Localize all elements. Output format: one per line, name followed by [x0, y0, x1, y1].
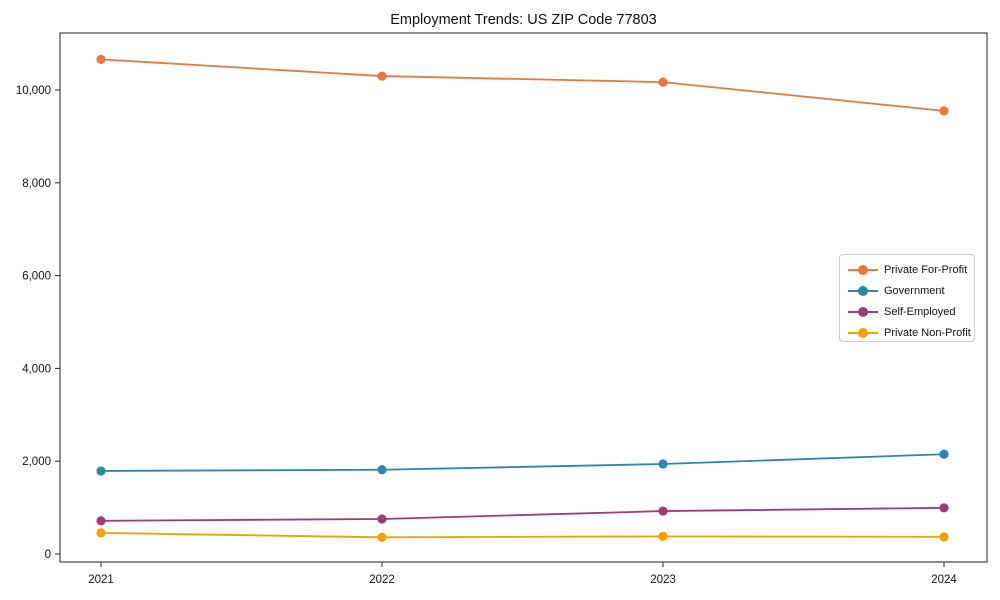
y-tick-label: 4,000	[22, 363, 51, 375]
legend-label: Self-Employed	[884, 305, 956, 318]
series-line	[100, 506, 945, 522]
data-point	[658, 459, 668, 469]
legend: Private For-Profit Government Self-Employe…	[839, 254, 975, 342]
legend-line-marker-icon	[848, 306, 878, 317]
x-tick-label: 2022	[369, 574, 395, 586]
data-point	[939, 532, 949, 542]
y-tick-label: 2,000	[22, 456, 51, 468]
y-tick-label: 8,000	[22, 178, 51, 190]
data-point	[96, 528, 106, 538]
legend-line-marker-icon	[848, 264, 878, 275]
x-tick-label: 2024	[931, 574, 957, 586]
series-line	[100, 531, 945, 539]
data-point	[658, 506, 668, 516]
data-point	[96, 54, 106, 64]
data-point	[939, 106, 949, 116]
data-point	[658, 77, 668, 87]
y-tick-label: 0	[45, 549, 51, 561]
x-tick-label: 2023	[650, 574, 676, 586]
data-point	[377, 532, 387, 542]
data-point	[939, 449, 949, 459]
chart-title: Employment Trends: US ZIP Code 77803	[390, 12, 657, 28]
series-line	[100, 58, 945, 112]
series-line	[100, 453, 945, 472]
legend-line-marker-icon	[848, 327, 878, 338]
plot-frame	[59, 32, 988, 563]
data-point	[377, 465, 387, 475]
data-point	[377, 71, 387, 81]
legend-line-marker-icon	[848, 285, 878, 296]
legend-item: Private For-Profit	[848, 259, 974, 280]
data-point	[96, 516, 106, 526]
legend-label: Private Non-Profit	[884, 326, 971, 339]
data-point	[658, 531, 668, 541]
legend-item: Self-Employed	[848, 301, 974, 322]
legend-label: Government	[884, 284, 945, 297]
data-point	[96, 466, 106, 476]
legend-item: Government	[848, 280, 974, 301]
y-tick-label: 10,000	[16, 85, 51, 97]
y-tick-label: 6,000	[22, 271, 51, 283]
x-tick-label: 2021	[88, 574, 114, 586]
legend-label: Private For-Profit	[884, 263, 968, 276]
data-point	[377, 514, 387, 524]
legend-item: Private Non-Profit	[848, 322, 974, 343]
data-point	[939, 503, 949, 513]
